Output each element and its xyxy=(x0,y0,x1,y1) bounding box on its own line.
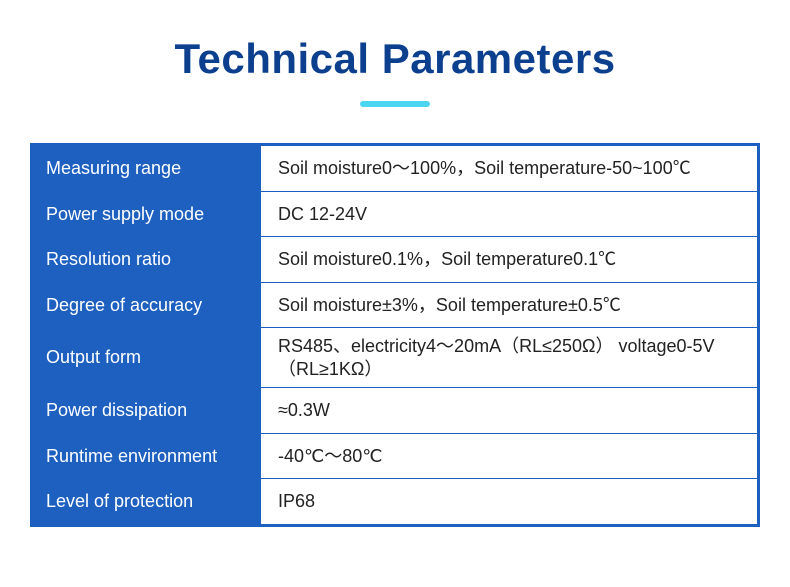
parameters-table: Measuring range Soil moisture0～100%，Soil… xyxy=(32,145,758,525)
table-row: Power supply mode DC 12-24V xyxy=(33,191,758,237)
table-row: Resolution ratio Soil moisture0.1%，Soil … xyxy=(33,237,758,283)
param-value: -40℃～80℃ xyxy=(261,433,758,479)
table-row: Level of protection IP68 xyxy=(33,479,758,525)
param-label: Runtime environment xyxy=(33,433,261,479)
param-label: Measuring range xyxy=(33,146,261,192)
param-value: DC 12-24V xyxy=(261,191,758,237)
parameters-table-wrap: Measuring range Soil moisture0～100%，Soil… xyxy=(30,143,760,527)
param-value: ≈0.3W xyxy=(261,388,758,434)
table-row: Degree of accuracy Soil moisture±3%，Soil… xyxy=(33,282,758,328)
param-value: RS485、electricity4～20mA（RL≤250Ω） voltage… xyxy=(261,328,758,388)
table-row: Measuring range Soil moisture0～100%，Soil… xyxy=(33,146,758,192)
title-underline xyxy=(360,101,430,107)
parameters-table-body: Measuring range Soil moisture0～100%，Soil… xyxy=(33,146,758,525)
param-label: Level of protection xyxy=(33,479,261,525)
param-value: Soil moisture0.1%，Soil temperature0.1℃ xyxy=(261,237,758,283)
table-row: Output form RS485、electricity4～20mA（RL≤2… xyxy=(33,328,758,388)
param-label: Power dissipation xyxy=(33,388,261,434)
param-value: Soil moisture0～100%，Soil temperature-50~… xyxy=(261,146,758,192)
table-row: Power dissipation ≈0.3W xyxy=(33,388,758,434)
param-label: Power supply mode xyxy=(33,191,261,237)
param-value: IP68 xyxy=(261,479,758,525)
param-label: Degree of accuracy xyxy=(33,282,261,328)
param-label: Output form xyxy=(33,328,261,388)
table-row: Runtime environment -40℃～80℃ xyxy=(33,433,758,479)
param-value: Soil moisture±3%，Soil temperature±0.5℃ xyxy=(261,282,758,328)
param-label: Resolution ratio xyxy=(33,237,261,283)
page-title: Technical Parameters xyxy=(0,35,790,83)
